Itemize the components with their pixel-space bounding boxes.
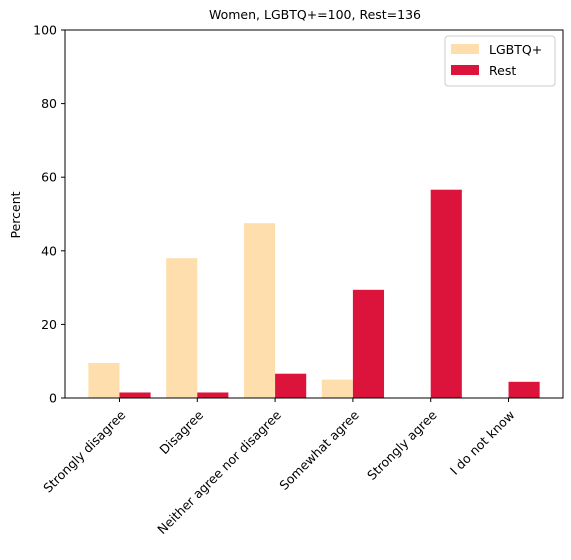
y-axis-label: Percent [8, 191, 23, 238]
y-tick-label: 0 [49, 391, 57, 406]
legend-label: LGBTQ+ [489, 42, 542, 57]
legend-swatch [451, 65, 479, 75]
legend-swatch [451, 44, 479, 54]
y-tick-label: 20 [41, 317, 57, 332]
bar-rest-1 [197, 392, 228, 398]
y-tick-label: 40 [41, 243, 57, 258]
legend: LGBTQ+ Rest [445, 36, 555, 86]
y-tick-label: 100 [33, 23, 57, 38]
chart-title: Women, LGBTQ+=100, Rest=136 [209, 7, 421, 22]
bar-rest-2 [275, 374, 306, 398]
x-tick-label: Neither agree nor disagree [154, 407, 284, 537]
x-tick-label: Strongly agree [364, 407, 440, 483]
y-tick-label: 60 [41, 170, 57, 185]
y-axis: 0 20 40 60 80 100 [33, 23, 65, 406]
bar-lgbtq-3 [322, 380, 353, 398]
bar-lgbtq-2 [244, 223, 275, 398]
bar-lgbtq-0 [88, 363, 119, 398]
bar-lgbtq-1 [166, 258, 197, 398]
x-tick-label: Strongly disagree [40, 407, 128, 495]
y-tick-label: 80 [41, 96, 57, 111]
bar-rest-4 [431, 190, 462, 398]
bars-group [88, 190, 539, 398]
bar-rest-3 [353, 290, 384, 398]
x-tick-label: Disagree [156, 407, 206, 457]
legend-label: Rest [489, 63, 516, 78]
bar-rest-0 [119, 392, 150, 398]
x-tick-label: Somewhat agree [276, 407, 362, 493]
x-tick-label: I do not know [447, 407, 518, 478]
bar-rest-5 [509, 382, 540, 398]
